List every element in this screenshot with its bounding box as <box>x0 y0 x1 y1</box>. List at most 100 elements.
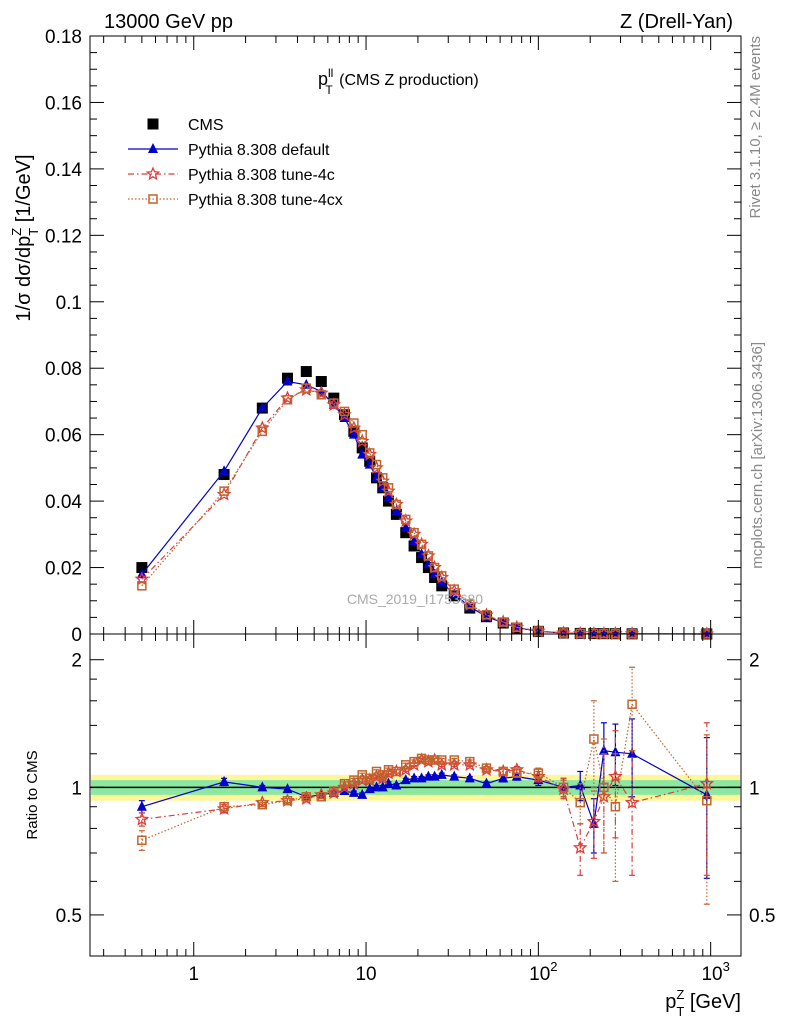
main-data-point <box>423 551 434 561</box>
ratio-data-point <box>348 786 359 797</box>
main-data-point <box>282 395 293 405</box>
main-data-point <box>282 375 293 386</box>
x-tick-label-base: 10 <box>529 964 550 985</box>
main-y-tick-label: 0.12 <box>45 226 82 247</box>
x-axis-label-unit: [GeV] <box>684 991 741 1013</box>
ratio-y-tick-label-right: 1 <box>749 778 760 799</box>
main-data-point <box>219 465 230 476</box>
main-y-tick-label: 0.1 <box>56 293 82 314</box>
ratio-data-point <box>429 770 440 781</box>
ratio-data-point <box>586 813 602 828</box>
ratio-data-point <box>533 768 544 778</box>
main-data-point <box>301 383 312 393</box>
ratio-data-point <box>449 770 460 781</box>
main-series-pythia-8-308-tune-4cx <box>137 383 712 639</box>
legend-entry-pythia-8-308-tune-4c: Pythia 8.308 tune-4c <box>128 166 335 184</box>
main-data-point <box>436 571 447 581</box>
main-data-point <box>339 406 350 417</box>
x-tick-label: 1 <box>188 964 199 985</box>
ratio-data-point <box>465 756 475 767</box>
main-data-point <box>409 527 419 538</box>
ratio-data-point <box>377 781 388 792</box>
main-data-point <box>329 398 339 408</box>
x-axis-label: pZ T [GeV] <box>665 987 741 1019</box>
ratio-data-point <box>702 795 712 806</box>
ratio-y-tick-label: 1 <box>71 778 82 799</box>
main-title-main: p <box>318 69 328 89</box>
main-data-point <box>356 442 368 454</box>
main-data-point <box>136 562 148 574</box>
x-tick-label-exp: 3 <box>723 959 730 974</box>
ratio-data-point <box>558 782 569 793</box>
main-data-point <box>257 402 268 413</box>
ratio-data-point <box>134 811 150 826</box>
ratio-y-tick-label: 2 <box>71 651 82 672</box>
main-data-point <box>449 584 459 594</box>
main-ylabel-sup: Z <box>9 228 24 236</box>
ratio-data-point <box>436 755 447 765</box>
ratio-data-point <box>610 801 621 812</box>
ratio-data-point <box>481 777 492 788</box>
legend-label: CMS <box>188 117 224 134</box>
x-tick-label-base: 10 <box>701 964 722 985</box>
ratio-y-tick-label-right: 2 <box>749 651 760 672</box>
ratio-data-point <box>391 766 402 777</box>
legend-label: Pythia 8.308 tune-4cx <box>188 192 343 209</box>
ratio-frame <box>89 633 742 957</box>
ratio-data-point <box>599 782 609 793</box>
main-data-point <box>371 459 382 470</box>
header-left: 13000 GeV pp <box>104 11 233 33</box>
ratio-data-point <box>257 781 268 792</box>
main-y-tick-label: 0.02 <box>45 559 82 580</box>
ratio-data-point <box>498 766 508 777</box>
ratio-data-point <box>219 801 229 812</box>
ratio-data-point <box>423 755 434 765</box>
ratio-data-point <box>558 781 569 792</box>
x-axis-label-sup: Z <box>676 987 684 1002</box>
main-data-point <box>391 499 402 510</box>
ratio-series-line <box>141 759 707 850</box>
ratio-data-point <box>598 744 609 755</box>
header-right: Z (Drell-Yan) <box>620 11 733 33</box>
legend-label: Pythia 8.308 default <box>188 142 330 159</box>
main-data-point <box>391 505 402 516</box>
main-data-point <box>357 448 368 459</box>
ratio-data-point <box>400 774 411 785</box>
x-axis-label-sub: T <box>676 1004 684 1019</box>
main-title-rest: (CMS Z production) <box>335 72 479 89</box>
legend-entry-pythia-8-308-tune-4cx: Pythia 8.308 tune-4cx <box>128 192 343 209</box>
main-data-point <box>400 527 412 539</box>
ratio-data-point <box>329 786 339 796</box>
legend-marker <box>147 118 159 130</box>
ratio-data-point <box>136 800 147 811</box>
main-y-tick-label: 0.06 <box>45 426 82 447</box>
ratio-data-point <box>572 840 588 855</box>
x-ticks: 1 10 102 103 <box>103 36 730 985</box>
ratio-data-point <box>512 768 522 778</box>
main-data-point <box>383 483 394 493</box>
main-y-tick-label: 0.16 <box>45 93 82 114</box>
main-y-tick-label: 0.18 <box>45 27 82 48</box>
ratio-data-point <box>301 792 312 802</box>
ratio-data-point <box>624 795 640 809</box>
main-data-point <box>481 609 492 620</box>
ratio-data-point <box>589 734 599 744</box>
ratio-data-point <box>377 770 388 780</box>
ratio-data-point <box>409 772 420 783</box>
main-data-point <box>383 491 394 502</box>
x-tick-label: 10 <box>355 964 376 985</box>
ratio-data-point <box>464 772 475 783</box>
main-data-point <box>364 448 375 458</box>
main-y-tick-label: 0.04 <box>45 492 82 513</box>
ratio-data-point <box>219 775 230 786</box>
watermark: CMS_2019_I1753680 <box>347 591 483 607</box>
mcplots-label: mcplots.cern.ch [arXiv:1306.3436] <box>749 342 766 569</box>
legend-marker <box>148 143 158 153</box>
ratio-data-point <box>436 768 447 779</box>
ratio-data-point <box>339 778 350 789</box>
main-data-point <box>416 539 427 550</box>
x-tick-label: 103 <box>701 959 729 985</box>
ratio-ylabel: Ratio to CMS <box>24 750 41 839</box>
legend: CMS Pythia 8.308 default Pythia 8.308 tune… <box>128 117 343 209</box>
main-data-point <box>401 514 411 525</box>
